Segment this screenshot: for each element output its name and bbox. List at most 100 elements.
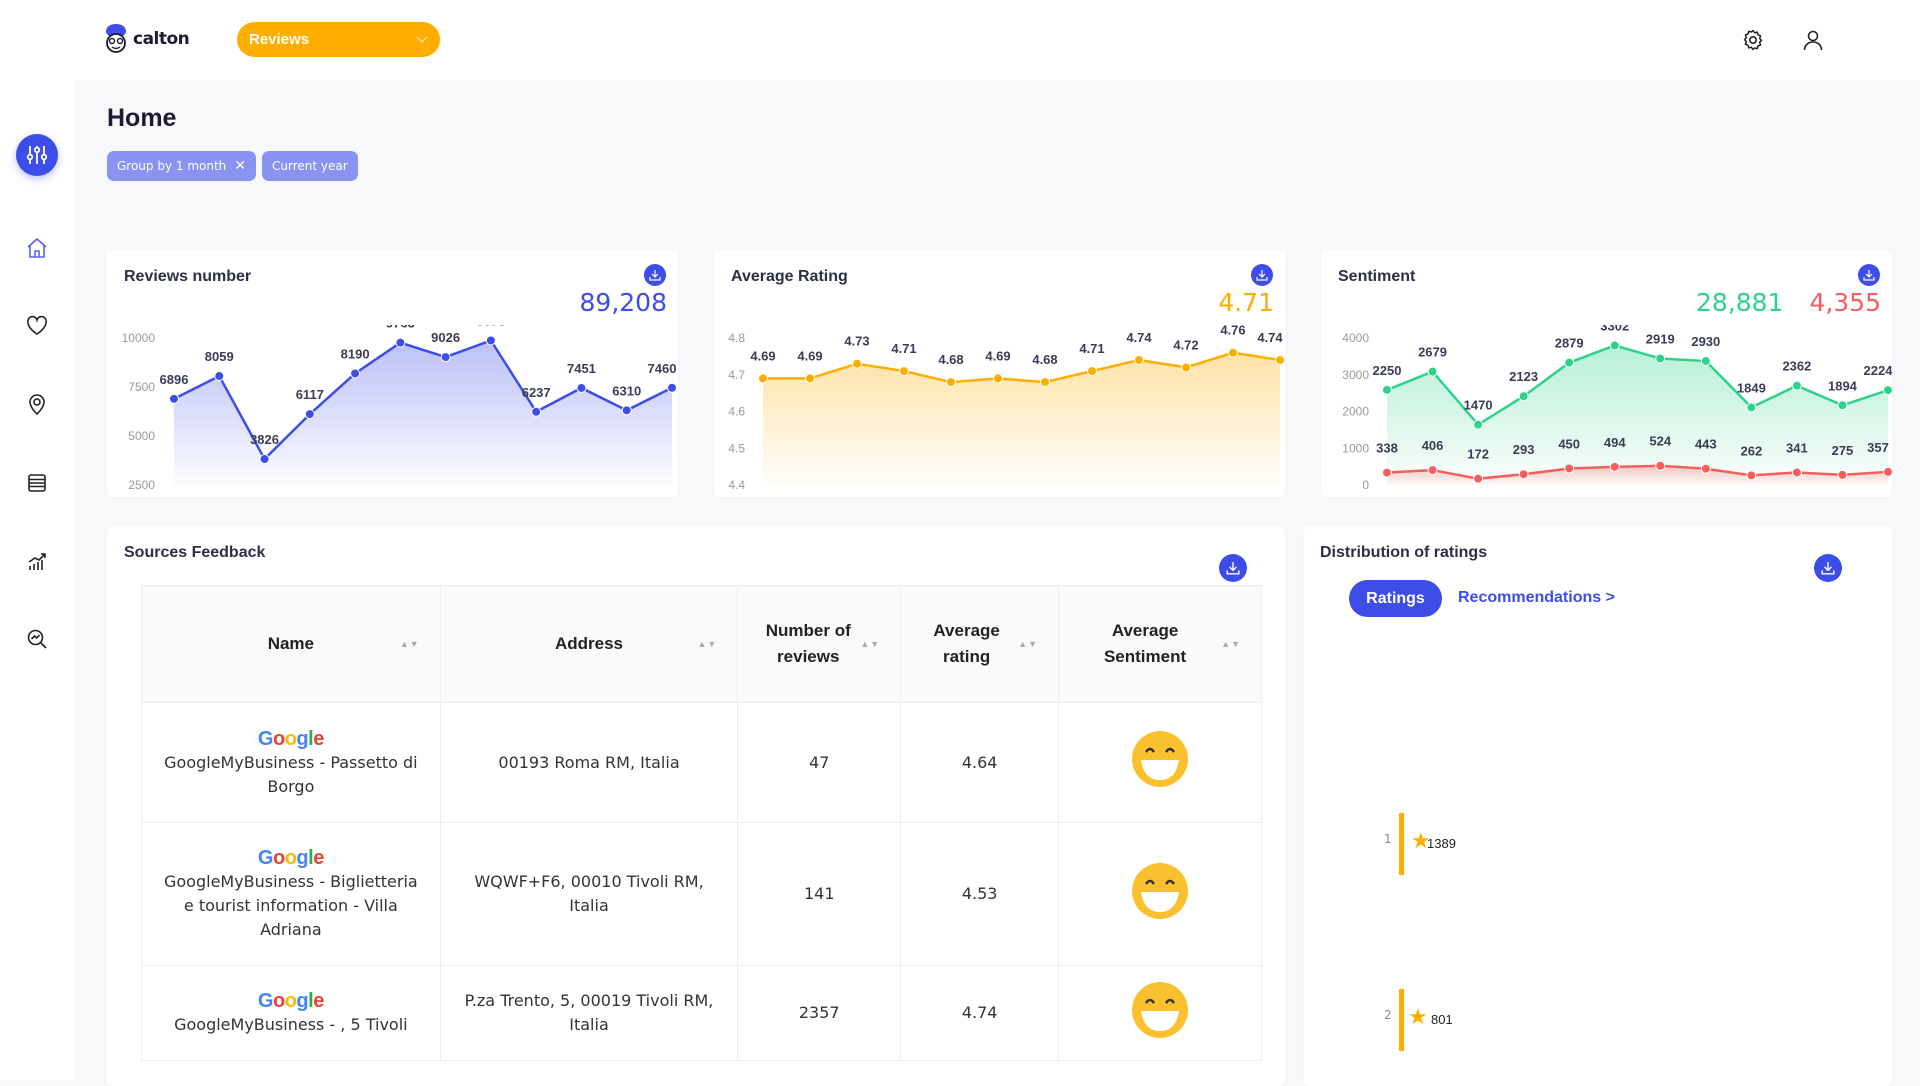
sidebar-item-locations[interactable] <box>20 387 54 421</box>
data-label: 4.68 <box>1032 352 1057 367</box>
column-header-reviews[interactable]: Number of reviews ▲▼ <box>737 585 902 703</box>
y-tick-label: 4.4 <box>728 478 745 492</box>
brand-logo[interactable]: calton <box>103 22 190 56</box>
cell-sentiment <box>1058 702 1262 823</box>
table-row[interactable]: Google GoogleMyBusiness - Passetto di Bor… <box>141 702 1262 823</box>
grinning-face-icon <box>1132 862 1189 919</box>
sentiment-card: Sentiment 28,881 4,355 4000 3000 2000 1000 0… <box>1321 250 1892 497</box>
y-tick-label: 3000 <box>1342 368 1369 382</box>
sort-icon[interactable]: ▲▼ <box>1221 639 1241 649</box>
column-header-rating[interactable]: Average rating ▲▼ <box>900 585 1060 703</box>
data-point <box>1746 470 1757 481</box>
negative-total: 4,355 <box>1809 288 1881 317</box>
cell-address: P.za Trento, 5, 00019 Tivoli RM, Italia <box>439 965 739 1061</box>
data-point <box>1473 473 1484 484</box>
y-tick-label: 4.5 <box>728 441 745 455</box>
sidebar-item-insights[interactable] <box>20 622 54 656</box>
data-point <box>1609 340 1620 351</box>
data-label: 357 <box>1867 440 1889 455</box>
filter-chip-label: Group by 1 month <box>117 159 227 173</box>
grinning-face-icon <box>1132 981 1189 1038</box>
download-button[interactable] <box>1858 264 1880 286</box>
tab-recommendations[interactable]: Recommendations > <box>1458 589 1615 606</box>
reviews-number-card: Reviews number 89,208 10000 7500 5000 2500 6… <box>107 250 678 497</box>
sort-icon[interactable]: ▲▼ <box>1018 639 1039 649</box>
y-tick-label: 10000 <box>122 331 156 345</box>
sidebar-item-favorites[interactable] <box>20 309 54 343</box>
user-account-button[interactable] <box>1798 25 1828 55</box>
y-tick-label: 4.7 <box>728 368 745 382</box>
close-icon[interactable]: ✕ <box>234 158 247 174</box>
data-label: 8059 <box>205 349 234 364</box>
data-label: 6237 <box>522 385 551 400</box>
column-header-address[interactable]: Address ▲▼ <box>439 585 739 703</box>
data-label: 293 <box>1513 442 1535 457</box>
sources-feedback-card: Sources Feedback Name ▲▼ Address ▲▼ Number… <box>107 526 1285 1086</box>
data-label: 494 <box>1604 435 1626 450</box>
table-row[interactable]: Google GoogleMyBusiness - Biglietteria e … <box>141 822 1262 966</box>
data-point <box>805 373 815 384</box>
data-point <box>899 366 909 377</box>
data-label: 3302 <box>1600 325 1629 333</box>
data-label: 6117 <box>296 387 324 402</box>
data-label: 1470 <box>1464 398 1493 413</box>
chart-growth-icon <box>28 553 46 570</box>
data-label: 2362 <box>1782 359 1811 374</box>
positive-total: 28,881 <box>1695 288 1784 317</box>
card-title: Sentiment <box>1338 268 1416 285</box>
data-label: 9763 <box>386 325 415 331</box>
filter-chip-group-by[interactable]: Group by 1 month ✕ <box>107 151 257 181</box>
sort-icon[interactable]: ▲▼ <box>697 639 718 649</box>
card-title: Sources Feedback <box>124 544 266 561</box>
data-label: 2919 <box>1646 331 1675 346</box>
data-label: 406 <box>1422 438 1444 453</box>
data-label: 4.76 <box>1220 325 1245 338</box>
data-point <box>576 382 587 393</box>
series-line <box>763 351 1281 384</box>
data-point <box>621 405 632 416</box>
cell-rating: 4.74 <box>900 965 1060 1061</box>
cell-name: Google GoogleMyBusiness - , 5 Tivoli <box>141 965 441 1061</box>
sort-icon[interactable]: ▲▼ <box>860 639 881 649</box>
data-point <box>1382 384 1392 395</box>
settings-button[interactable] <box>1738 25 1768 55</box>
download-button[interactable] <box>1814 554 1842 582</box>
module-select[interactable]: Reviews <box>237 22 440 57</box>
sidebar-item-home[interactable] <box>20 231 54 265</box>
data-label: 4.74 <box>1257 330 1283 345</box>
rating-level-label: 1 <box>1384 832 1392 846</box>
database-icon <box>28 474 46 492</box>
sort-icon[interactable]: ▲▼ <box>399 639 420 649</box>
star-icon: ★ <box>1411 829 1431 854</box>
card-title: Reviews number <box>124 268 252 285</box>
tab-ratings[interactable]: Ratings <box>1349 580 1442 617</box>
filters-button[interactable] <box>16 134 58 176</box>
data-label: 2224 <box>1864 363 1892 378</box>
series-area <box>763 352 1280 485</box>
average-rating-card: Average Rating 4.71 4.8 4.7 4.6 4.5 4.4 4.69 4… <box>714 250 1285 497</box>
home-icon <box>27 237 47 258</box>
column-header-sentiment[interactable]: Average Sentiment ▲▼ <box>1058 585 1262 703</box>
column-header-name[interactable]: Name ▲▼ <box>141 585 441 703</box>
data-point <box>304 409 315 420</box>
reviews-chart: 10000 7500 5000 2500 6896 8059 3826 6117 8190 976… <box>122 325 677 492</box>
data-label: 524 <box>1649 434 1671 449</box>
data-label: 2250 <box>1373 363 1402 378</box>
table-row[interactable]: Google GoogleMyBusiness - , 5 Tivoli P.za… <box>141 965 1262 1061</box>
data-label: 8190 <box>341 346 370 361</box>
download-button[interactable] <box>644 264 666 286</box>
data-label: 338 <box>1376 441 1398 456</box>
data-point <box>758 373 768 384</box>
sidebar-item-analytics[interactable] <box>20 544 54 578</box>
download-button[interactable] <box>1251 264 1273 286</box>
sidebar-item-data[interactable] <box>20 466 54 500</box>
download-button[interactable] <box>1219 554 1247 582</box>
data-point <box>1382 467 1392 478</box>
data-point <box>667 382 677 393</box>
filter-chip-period[interactable]: Current year <box>262 151 358 181</box>
rating-bar[interactable] <box>1399 989 1404 1051</box>
cell-name: Google GoogleMyBusiness - Biglietteria e … <box>141 822 441 966</box>
rating-bar[interactable] <box>1399 813 1404 875</box>
data-label: 3826 <box>250 432 279 447</box>
search-chart-icon <box>27 629 47 649</box>
